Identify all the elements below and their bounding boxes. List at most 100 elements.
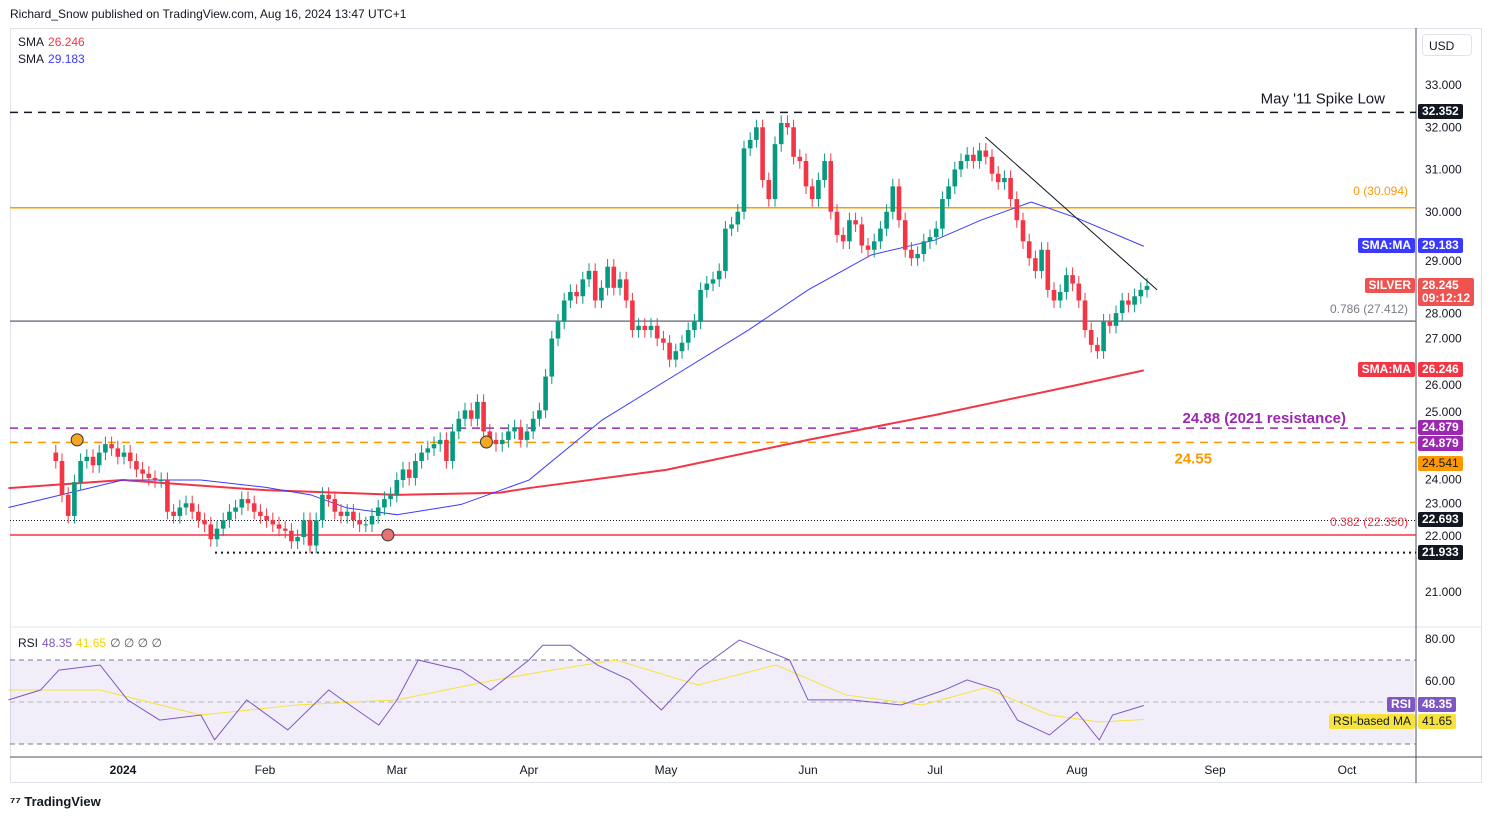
candle-body <box>301 520 307 538</box>
candle-body <box>623 279 629 301</box>
candle-body <box>568 292 573 301</box>
candle-body <box>1070 275 1075 284</box>
candle <box>568 284 573 309</box>
candle <box>196 504 201 528</box>
price-tick-label: 32.000 <box>1425 120 1462 134</box>
candle-body <box>320 494 325 521</box>
candle <box>90 449 96 473</box>
candle <box>1014 191 1020 228</box>
candle-body <box>115 448 121 457</box>
candle-body <box>1101 321 1106 352</box>
candle <box>809 178 815 207</box>
candle-body <box>797 156 803 162</box>
candle <box>1051 282 1057 309</box>
logo-icon: ⁷⁷ <box>10 794 25 809</box>
event-marker <box>70 433 84 447</box>
candle-body <box>971 154 976 162</box>
candle <box>859 216 865 254</box>
sma-legend-1[interactable]: SMA 26.246 <box>18 35 89 49</box>
candle-body <box>375 507 381 516</box>
candle <box>1113 305 1119 334</box>
currency-selector[interactable]: USD <box>1422 34 1472 56</box>
candle <box>109 436 114 456</box>
candle-body <box>871 241 877 250</box>
price-tick-label: 25.000 <box>1425 405 1462 419</box>
candle-body <box>735 211 741 225</box>
candle <box>270 512 276 533</box>
candle-body <box>661 338 666 343</box>
candle <box>239 491 245 516</box>
candle-body <box>630 300 635 331</box>
candle-body <box>338 511 344 516</box>
candle <box>964 147 970 169</box>
publish-info: Richard_Snow published on TradingView.co… <box>10 7 407 21</box>
candle <box>1033 250 1038 279</box>
candle <box>983 142 989 165</box>
candle <box>710 271 716 292</box>
candle-body <box>1008 177 1013 200</box>
candle-body <box>214 528 220 540</box>
candle-body <box>778 123 784 145</box>
candle <box>419 444 424 469</box>
candle-body <box>59 461 65 495</box>
sma-legend-2[interactable]: SMA 29.183 <box>18 52 89 66</box>
rsi-ma-value-badge: 41.65 <box>1418 713 1457 729</box>
sma50-line <box>8 201 1144 516</box>
candle-body <box>989 156 995 174</box>
candle <box>450 423 455 469</box>
candle-body <box>1113 313 1119 326</box>
rsi-tick-label: 60.00 <box>1425 674 1455 688</box>
trend-line <box>985 136 1158 291</box>
candle-body <box>995 173 1001 183</box>
candle <box>481 394 486 440</box>
candle <box>977 142 982 169</box>
candle-body <box>171 511 176 516</box>
rsi-line <box>8 639 1144 741</box>
candle-body <box>1014 199 1020 221</box>
candle <box>475 394 480 427</box>
candle-body <box>239 499 245 508</box>
candle-body <box>766 180 772 200</box>
candle <box>208 516 214 547</box>
candle-body <box>902 220 908 250</box>
candle <box>177 499 183 524</box>
candle <box>909 242 914 266</box>
candle-body <box>933 228 939 238</box>
price-tick-label: 29.000 <box>1425 254 1462 268</box>
candle-body <box>654 325 660 339</box>
candle <box>989 149 995 182</box>
candle-body <box>109 444 114 449</box>
candle <box>289 523 294 549</box>
candle-body <box>394 480 400 495</box>
candle-body <box>816 180 821 200</box>
candle-body <box>574 292 579 297</box>
candle <box>146 466 152 486</box>
candle-body <box>413 461 418 478</box>
candle <box>183 495 189 516</box>
price-tick-label: 23.000 <box>1425 497 1462 511</box>
candle-body <box>648 325 654 331</box>
candle <box>499 432 505 452</box>
candle-body <box>264 515 269 521</box>
candle-body <box>915 254 920 259</box>
candle <box>1082 292 1088 338</box>
rsi-legend[interactable]: RSI 48.35 41.65 ∅ ∅ ∅ ∅ <box>18 636 166 650</box>
candle <box>890 178 896 220</box>
candle <box>59 453 65 503</box>
candle <box>456 411 462 440</box>
tradingview-logo[interactable]: ⁷⁷ TradingView <box>10 794 101 809</box>
candle <box>1119 292 1125 321</box>
candle <box>1008 170 1013 207</box>
candle-body <box>208 524 214 540</box>
candle <box>518 419 524 448</box>
candle <box>654 318 660 347</box>
candle <box>524 423 530 448</box>
candle <box>754 119 759 148</box>
candle-body <box>760 127 765 181</box>
candle-body <box>698 289 703 322</box>
candle-body <box>332 499 338 512</box>
candle <box>512 419 517 440</box>
level-label: 0 (30.094) <box>1353 184 1408 198</box>
candle <box>667 335 672 368</box>
